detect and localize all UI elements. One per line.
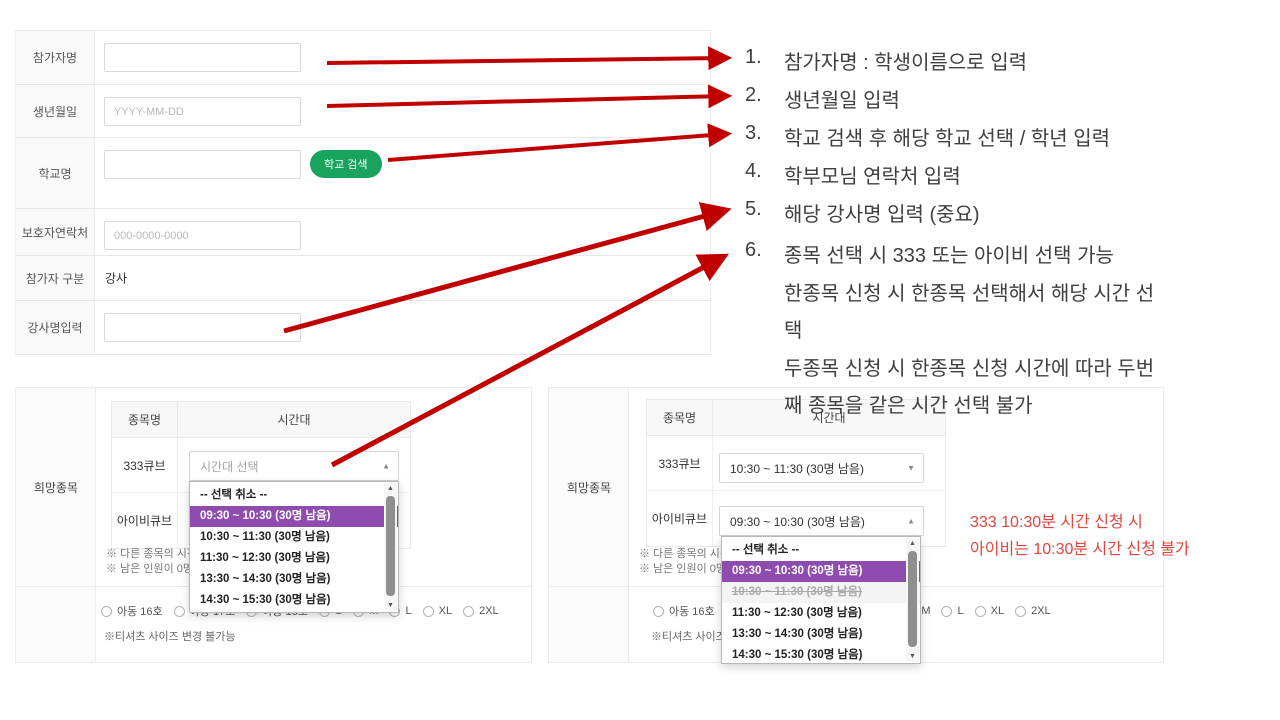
dropdown-option-cancel[interactable]: -- 선택 취소 -- <box>732 544 800 556</box>
time-select-ivy[interactable]: 09:30 ~ 10:30 (30명 남음) ▲ <box>719 506 924 536</box>
dropdown-option-selected[interactable]: 09:30 ~ 10:30 (30명 남음) <box>722 561 920 582</box>
event-selection-panel-left: 희망종목 종목명 시간대 333큐브 아이비큐브 시간대 선택 ▲ ※ 다른 종… <box>15 387 532 663</box>
radio-icon[interactable] <box>101 605 112 617</box>
time-select-333[interactable]: 시간대 선택 ▲ <box>189 451 399 481</box>
guardian-contact-label: 보호자연락처 <box>16 209 95 255</box>
registration-form: 참가자명 생년월일 학교명 학교 검색 보호자연락처 참가자 구분 <box>15 30 711 355</box>
dropdown-scrollbar[interactable]: ▲ ▼ <box>906 538 919 662</box>
chevron-up-icon: ▲ <box>382 461 390 471</box>
event-ivycube-label: 아이비큐브 <box>647 491 713 546</box>
school-name-label: 학교명 <box>16 138 95 208</box>
event-333cube-label: 333큐브 <box>112 438 178 492</box>
participant-type-value: 강사 <box>105 271 128 286</box>
annotation-item-6: 6. 종목 선택 시 333 또는 아이비 선택 가능 <box>745 239 1114 267</box>
annotation-item-3: 3. 학교 검색 후 해당 학교 선택 / 학년 입력 <box>745 122 1111 150</box>
radio-icon[interactable] <box>974 605 986 617</box>
radio-icon[interactable] <box>173 605 185 617</box>
event-selection-panel-right: 희망종목 종목명 시간대 333큐브 아이비큐브 10:30 ~ 11:30 (… <box>548 387 1164 664</box>
radio-icon[interactable] <box>941 605 953 617</box>
dropdown-option[interactable]: 10:30 ~ 11:30 (30명 남음) <box>200 531 330 543</box>
form-row-participant-type: 참가자 구분 강사 <box>16 256 710 301</box>
annotation-item-6-line3: 택 <box>784 320 803 342</box>
event-name-header: 종목명 <box>112 402 178 437</box>
radio-icon[interactable] <box>1015 605 1027 617</box>
instructor-name-label: 강사명입력 <box>16 301 95 354</box>
school-search-button[interactable]: 학교 검색 <box>310 150 382 178</box>
chevron-up-icon: ▲ <box>907 516 915 526</box>
radio-icon[interactable] <box>422 605 434 617</box>
time-dropdown-list: -- 선택 취소 -- 09:30 ~ 10:30 (30명 남음) 10:30… <box>189 481 399 613</box>
dropdown-option[interactable]: 13:30 ~ 14:30 (30명 남음) <box>200 573 331 585</box>
time-dropdown-list: -- 선택 취소 -- 09:30 ~ 10:30 (30명 남음) 10:30… <box>721 536 921 664</box>
annotation-item-1: 1. 참가자명 : 학생이름으로 입력 <box>745 46 1028 74</box>
form-row-birthdate: 생년월일 <box>16 85 710 138</box>
size-radio[interactable]: 아동 16호 <box>101 603 163 619</box>
size-radio[interactable]: XL <box>974 605 1004 617</box>
form-row-instructor-name: 강사명입력 <box>16 301 710 355</box>
form-row-guardian-contact: 보호자연락처 <box>16 209 710 256</box>
dropdown-option[interactable]: 14:30 ~ 15:30 (30명 남음) <box>200 594 331 606</box>
annotation-item-6-line4: 두종목 신청 시 한종목 신청 시간에 따라 두번 <box>784 358 1155 380</box>
dropdown-scrollbar[interactable]: ▲ ▼ <box>384 483 397 611</box>
participant-type-label: 참가자 구분 <box>16 256 95 300</box>
radio-icon[interactable] <box>653 605 664 617</box>
scrollbar-thumb[interactable] <box>908 551 917 647</box>
size-radio[interactable]: L <box>941 605 964 617</box>
form-row-school: 학교명 학교 검색 <box>16 138 710 209</box>
dropdown-option[interactable]: 14:30 ~ 15:30 (30명 남음) <box>732 649 863 661</box>
dropdown-option-disabled: 10:30 ~ 11:30 (30명 남음) <box>722 582 920 603</box>
dropdown-option[interactable]: 13:30 ~ 14:30 (30명 남음) <box>732 628 863 640</box>
participant-name-label: 참가자명 <box>16 31 95 84</box>
radio-icon[interactable] <box>463 605 475 617</box>
size-radio[interactable]: 2XL <box>463 605 499 617</box>
dropdown-option[interactable]: 11:30 ~ 12:30 (30명 남음) <box>200 552 330 564</box>
category-column-bg <box>16 388 96 662</box>
time-select-333[interactable]: 10:30 ~ 11:30 (30명 남음) ▼ <box>719 453 924 483</box>
size-radio[interactable]: 2XL <box>1015 605 1051 617</box>
instructor-name-input[interactable] <box>104 313 301 342</box>
table-row: 아이비큐브 <box>112 493 410 548</box>
table-row: 아이비큐브 <box>647 491 945 546</box>
school-name-input[interactable] <box>104 150 301 179</box>
time-slot-notes: ※ 다른 종목의 시간대 ※ 남은 인원이 0명이면 <box>639 548 747 575</box>
scrollbar-thumb[interactable] <box>386 496 395 596</box>
scroll-up-icon[interactable]: ▲ <box>387 485 394 492</box>
event-ivycube-label: 아이비큐브 <box>112 493 178 548</box>
scroll-up-icon[interactable]: ▲ <box>909 540 916 547</box>
desired-event-label: 희망종목 <box>566 480 612 495</box>
event-333cube-label: 333큐브 <box>647 436 713 490</box>
event-name-header: 종목명 <box>647 400 713 435</box>
birthdate-input[interactable] <box>104 97 301 126</box>
scroll-down-icon[interactable]: ▼ <box>909 653 916 660</box>
annotation-item-5: 5. 해당 강사명 입력 (중요) <box>745 198 980 226</box>
time-slot-header: 시간대 <box>277 413 311 427</box>
birthdate-label: 생년월일 <box>16 85 95 137</box>
chevron-down-icon: ▼ <box>907 463 915 473</box>
desired-event-label: 희망종목 <box>33 480 79 495</box>
annotation-item-4: 4. 학부모님 연락처 입력 <box>745 160 961 188</box>
size-radio[interactable]: XL <box>422 605 452 617</box>
annotation-item-6-line2: 한종목 신청 시 한종목 선택해서 해당 시간 선 <box>784 283 1155 305</box>
form-row-participant: 참가자명 <box>16 31 710 85</box>
guardian-contact-input[interactable] <box>104 221 301 250</box>
dropdown-option[interactable]: 11:30 ~ 12:30 (30명 남음) <box>732 607 862 619</box>
size-radio[interactable]: 아동 16호 <box>653 603 715 619</box>
annotation-item-2: 2. 생년월일 입력 <box>745 84 900 112</box>
dropdown-option-selected[interactable]: 09:30 ~ 10:30 (30명 남음) <box>190 506 398 527</box>
participant-name-input[interactable] <box>104 43 301 72</box>
dropdown-option-cancel[interactable]: -- 선택 취소 -- <box>200 489 268 501</box>
tshirt-note: ※티셔츠 사이즈 변경 불가능 <box>104 631 236 643</box>
time-slot-header: 시간대 <box>812 411 846 425</box>
time-slot-notes: ※ 다른 종목의 시간대 ※ 남은 인원이 0명이면 <box>106 548 214 575</box>
scroll-down-icon[interactable]: ▼ <box>387 602 394 609</box>
